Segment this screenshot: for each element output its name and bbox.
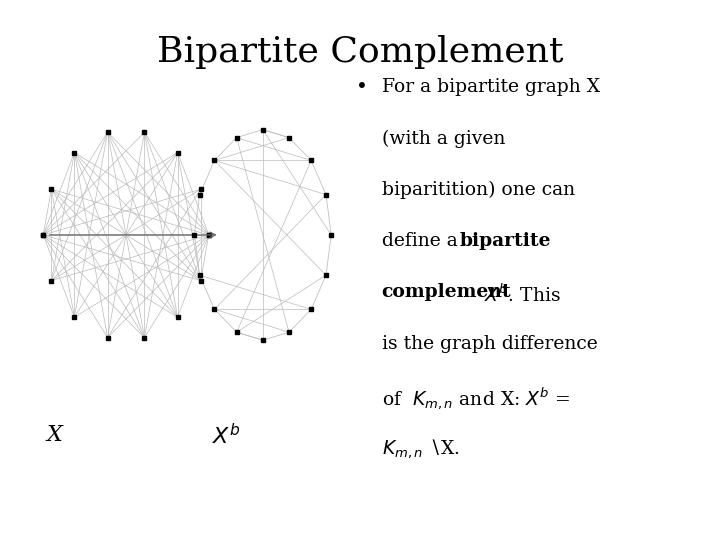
- Text: define a: define a: [382, 232, 469, 250]
- Text: biparitition) one can: biparitition) one can: [382, 181, 575, 199]
- Text: For a bipartite graph X: For a bipartite graph X: [382, 78, 600, 96]
- Text: $K_{m,n}$ $\setminus$X.: $K_{m,n}$ $\setminus$X.: [382, 437, 459, 460]
- Text: •: •: [356, 78, 368, 97]
- Text: X: X: [46, 424, 62, 446]
- Text: $X^b$: $X^b$: [212, 424, 241, 449]
- Text: bipartite: bipartite: [459, 232, 551, 250]
- Text: of  $K_{m,n}$ and X: $X^b$ =: of $K_{m,n}$ and X: $X^b$ =: [382, 386, 570, 412]
- Text: is the graph difference: is the graph difference: [382, 335, 598, 353]
- Text: $X^b$. This: $X^b$. This: [484, 284, 561, 306]
- Text: (with a given: (with a given: [382, 130, 505, 148]
- Text: complement: complement: [382, 284, 511, 301]
- Text: Bipartite Complement: Bipartite Complement: [157, 35, 563, 69]
